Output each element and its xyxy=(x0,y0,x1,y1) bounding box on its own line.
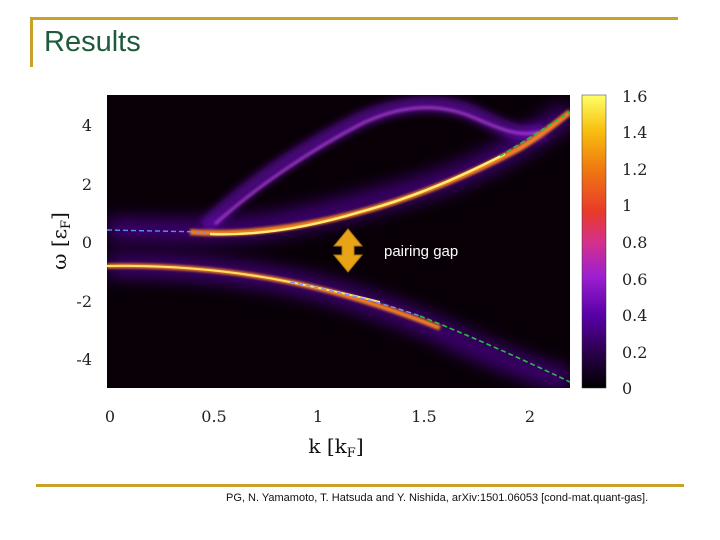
upper-band-core xyxy=(209,152,506,236)
x-tick-labels: 0 0.5 1 1.5 2 xyxy=(105,407,535,426)
x-tick-label: 0.5 xyxy=(201,407,226,426)
x-tick-label: 0 xyxy=(105,407,115,426)
colorbar-tick-label: 0.4 xyxy=(622,306,647,325)
y-tick-label: 2 xyxy=(82,175,92,194)
upper-branch-core xyxy=(213,106,541,226)
colorbar-tick-label: 0.2 xyxy=(622,343,647,362)
colorbar-tick-label: 1.6 xyxy=(622,87,647,106)
title-frame-left xyxy=(30,17,33,67)
colorbar-tick-label: 1.4 xyxy=(622,123,647,142)
y-tick-label: 0 xyxy=(82,233,92,252)
colorbar-tick-labels: 1.6 1.4 1.2 1 0.8 0.6 0.4 0.2 0 xyxy=(622,87,647,398)
dashed-blue-upper xyxy=(107,229,206,233)
x-tick-label: 1 xyxy=(313,407,323,426)
x-axis-label: k [kF] xyxy=(308,434,363,461)
citation: PG, N. Yamamoto, T. Hatsuda and Y. Nishi… xyxy=(226,492,649,504)
title-frame-top xyxy=(30,17,678,20)
dashed-green-upper xyxy=(499,111,570,157)
dashed-blue-lower xyxy=(289,281,421,317)
y-tick-labels: 4 2 0 -2 -4 xyxy=(76,116,92,369)
dashed-green-lower xyxy=(419,315,570,383)
colorbar-tick-label: 0 xyxy=(622,379,632,398)
upper-branch-glow xyxy=(199,96,548,234)
x-tick-label: 2 xyxy=(525,407,535,426)
footer-line xyxy=(36,484,684,487)
pairing-gap-label: pairing gap xyxy=(384,243,459,260)
colorbar-tick-label: 1 xyxy=(622,196,632,215)
colorbar-tick-label: 0.8 xyxy=(622,233,647,252)
colorbar-tick-label: 0.6 xyxy=(622,270,647,289)
y-tick-label: 4 xyxy=(82,116,92,135)
x-tick-label: 1.5 xyxy=(411,407,436,426)
slide-title: Results xyxy=(44,26,141,58)
colorbar-tick-label: 1.2 xyxy=(622,160,647,179)
double-arrow-icon xyxy=(332,228,364,273)
y-tick-label: -4 xyxy=(76,350,92,369)
y-axis-label: ω [εF] xyxy=(47,212,74,270)
y-tick-label: -2 xyxy=(76,292,92,311)
spectral-function-chart: 1.6 1.4 1.2 1 0.8 0.6 0.4 0.2 0 4 2 0 -2… xyxy=(47,87,647,461)
colorbar xyxy=(581,94,607,389)
